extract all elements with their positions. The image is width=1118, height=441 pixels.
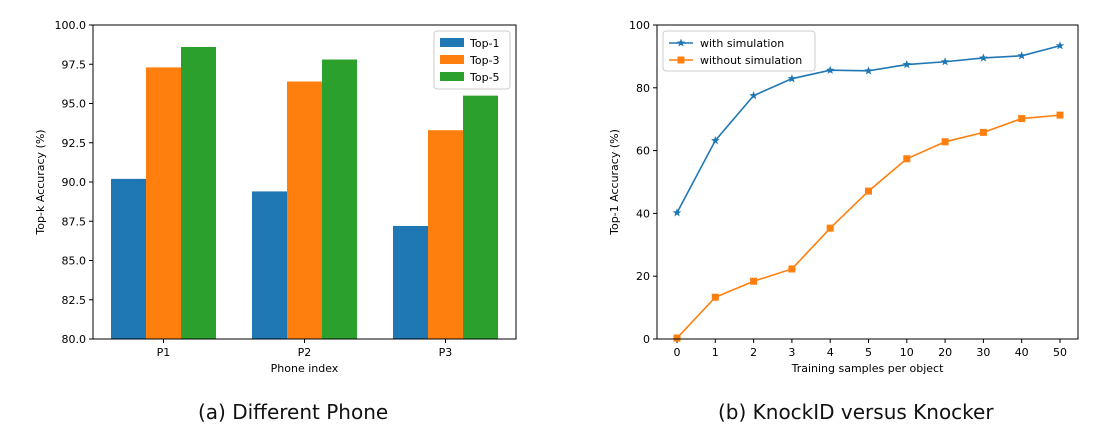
y-tick-label: 60 [636, 145, 650, 158]
point-without-simulation [979, 128, 987, 136]
x-tick-label: P2 [298, 346, 312, 359]
x-tick-label: 30 [976, 346, 990, 359]
x-tick-label: 3 [788, 346, 795, 359]
y-axis-label: Top-k Accuracy (%) [34, 129, 47, 235]
bar-top-1-p3 [393, 225, 428, 339]
plot-frame [656, 24, 1079, 340]
legend-label-top-3: Top-3 [469, 54, 500, 67]
bar-top-3-p2 [287, 81, 322, 340]
legend-frame [662, 30, 816, 72]
y-tick-label: 100 [629, 19, 650, 32]
legend-swatch-top-5 [440, 72, 464, 81]
point-with-simulation [902, 60, 912, 69]
point-with-simulation [787, 74, 797, 83]
point-with-simulation [979, 53, 988, 62]
bar-top-5-p3 [463, 95, 498, 340]
point-without-simulation [1056, 111, 1064, 119]
y-tick-label: 82.5 [62, 294, 87, 307]
bar-top-1-p2 [252, 191, 287, 339]
y-tick-label: 95.0 [62, 98, 87, 111]
legend: Top-1 Top-3 Top-5 [433, 30, 511, 90]
point-without-simulation [865, 187, 872, 195]
legend-marker-with-simulation [676, 38, 686, 47]
caption-a: (a) Different Phone [198, 400, 389, 424]
x-tick-label: 4 [827, 346, 834, 359]
y-tick-label: 80.0 [62, 333, 87, 346]
point-with-simulation [672, 208, 682, 217]
point-without-simulation [788, 265, 796, 273]
point-without-simulation [826, 224, 834, 232]
bar-top-3-p3 [428, 130, 463, 339]
caption-b: (b) KnockID versus Knocker [718, 400, 994, 424]
x-tick-label: 40 [1015, 346, 1029, 359]
bar-top-1-p1 [111, 178, 146, 339]
legend-label-without-simulation: without simulation [700, 54, 802, 67]
x-tick-label: P1 [157, 346, 171, 359]
x-axis-label: Training samples per object [791, 362, 944, 375]
point-without-simulation [673, 334, 681, 342]
point-with-simulation [825, 65, 835, 74]
y-tick-label: 97.5 [62, 58, 87, 71]
legend: with simulation without simulation [662, 30, 816, 72]
x-tick-label: 0 [674, 346, 681, 359]
legend-label-top-5: Top-5 [469, 71, 500, 84]
bar-top-5-p1 [181, 46, 216, 339]
legend-marker-without-simulation [677, 56, 685, 64]
point-with-simulation [711, 136, 720, 145]
legend-label-top-1: Top-1 [469, 37, 500, 50]
point-without-simulation [750, 277, 758, 285]
legend-label-with-simulation: with simulation [700, 37, 784, 50]
point-without-simulation [1018, 115, 1026, 123]
y-tick-label: 0 [643, 333, 650, 346]
point-with-simulation [864, 66, 873, 75]
point-with-simulation [1055, 41, 1065, 50]
point-with-simulation [940, 57, 950, 66]
plot-frame [92, 24, 517, 340]
x-tick-label: P3 [439, 346, 453, 359]
x-tick-label: 5 [865, 346, 872, 359]
x-tick-label: 20 [938, 346, 952, 359]
y-tick-label: 80 [636, 82, 650, 95]
chart-a-different-phone: P1 P2 P3 80.0 82.5 85.0 87.5 90.0 92.5 95.0 97.5 10… [34, 19, 517, 375]
y-tick-label: 90.0 [62, 176, 87, 189]
y-tick-label: 92.5 [62, 137, 87, 150]
chart-b-knockid-versus-knocker: 0 1 2 3 4 5 10 20 30 40 50 0 20 40 60 80 100 Training sam… [608, 19, 1079, 375]
point-without-simulation [903, 155, 911, 163]
y-axis-label: Top-1 Accuracy (%) [608, 129, 621, 236]
point-without-simulation [711, 293, 719, 301]
x-tick-label: 2 [750, 346, 757, 359]
series-line-without-simulation [676, 114, 1061, 339]
y-tick-label: 100.0 [55, 19, 87, 32]
point-without-simulation [941, 138, 949, 146]
bar-top-3-p1 [146, 67, 181, 339]
point-with-simulation [749, 91, 758, 100]
y-tick-label: 40 [636, 207, 650, 220]
x-tick-label: 10 [900, 346, 914, 359]
legend-swatch-top-1 [440, 38, 464, 47]
legend-swatch-top-3 [440, 55, 464, 64]
point-with-simulation [1017, 51, 1026, 60]
y-tick-label: 87.5 [62, 215, 87, 228]
bar-top-5-p2 [322, 59, 357, 339]
y-tick-label: 20 [636, 270, 650, 283]
y-tick-label: 85.0 [62, 255, 87, 268]
x-tick-label: 1 [712, 346, 719, 359]
x-axis-label: Phone index [271, 362, 339, 375]
x-tick-label: 50 [1053, 346, 1067, 359]
